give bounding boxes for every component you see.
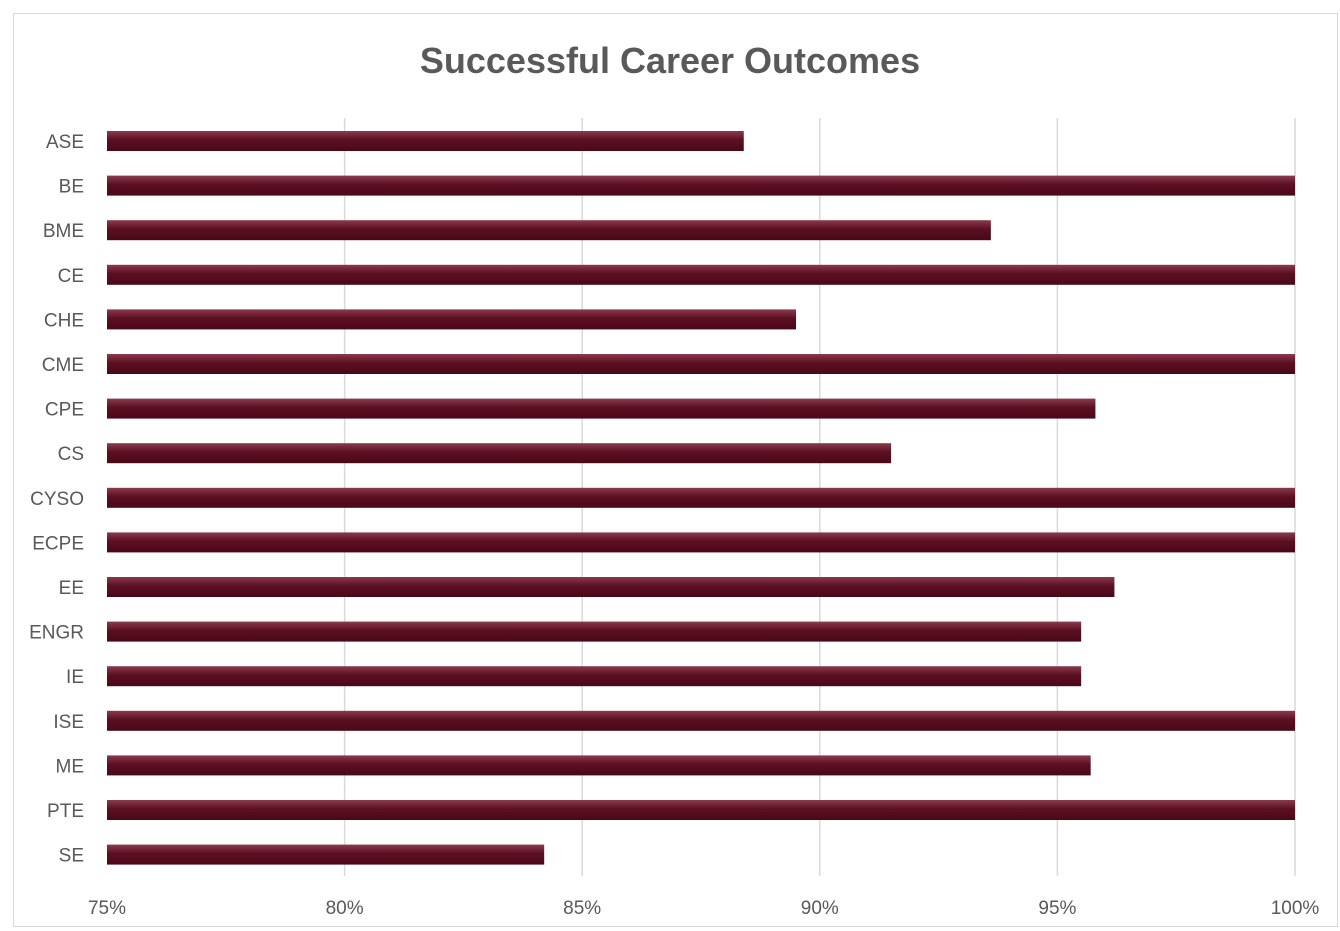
bar-cs [107,443,892,464]
bar-pte [107,800,1295,820]
category-label: BE [59,177,84,198]
x-tick-label: 80% [326,898,364,919]
x-tick-label: 95% [1038,898,1076,919]
bar-me [107,755,1091,776]
category-label: SE [59,846,84,867]
category-label: PTE [47,801,84,822]
category-label: CYSO [30,489,84,510]
bar-cyso [107,487,1295,508]
category-label: ISE [53,712,84,733]
bar-be [107,175,1295,196]
bar-ecpe [107,532,1295,553]
bar-bme [107,220,991,241]
bar-se [107,844,545,865]
category-label: BME [43,221,84,242]
category-label: CPE [45,400,84,421]
category-label: ECPE [32,533,84,554]
bar-cpe [107,398,1096,419]
bar-cme [107,354,1295,374]
x-tick-label: 100% [1271,898,1320,919]
x-tick-label: 90% [801,898,839,919]
bar-che [107,309,797,330]
category-label: ASE [46,132,84,153]
category-label: CE [58,266,84,287]
category-label: CHE [44,310,84,331]
category-label: ENGR [29,623,84,644]
category-label: IE [66,667,84,688]
bar-ce [107,264,1295,285]
chart-title: Successful Career Outcomes [419,40,921,81]
bar-ie [107,666,1082,687]
bar-ise [107,710,1295,731]
bar-ase [107,131,744,151]
category-label: ME [56,756,85,777]
x-tick-label: 75% [88,898,126,919]
bar-engr [107,621,1082,642]
category-label: CS [58,444,84,465]
category-label: EE [59,578,84,599]
category-label: CME [42,355,84,376]
x-tick-label: 85% [563,898,601,919]
bar-ee [107,577,1115,597]
